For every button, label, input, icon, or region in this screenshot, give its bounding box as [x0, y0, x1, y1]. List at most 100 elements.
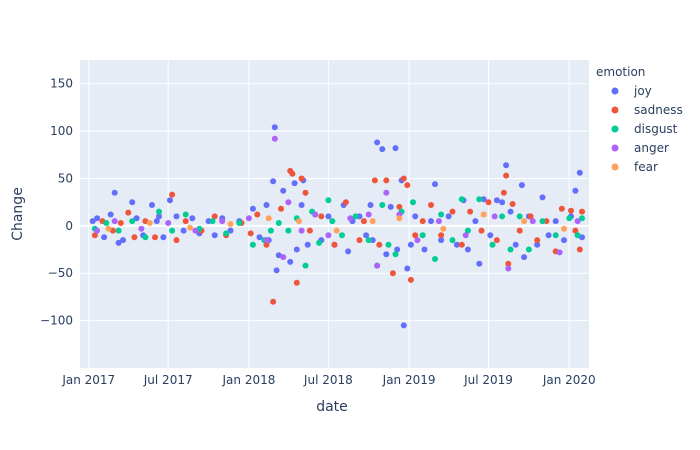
- point-joy: [115, 239, 122, 246]
- point-disgust: [182, 211, 189, 218]
- y-tick-label: −50: [48, 266, 73, 280]
- point-anger: [365, 211, 372, 218]
- point-joy: [499, 199, 506, 206]
- point-anger: [94, 227, 101, 234]
- x-tick-label: Jul 2017: [143, 373, 193, 387]
- y-tick-label: −100: [40, 314, 73, 328]
- point-disgust: [579, 215, 585, 222]
- legend-item-disgust[interactable]: disgust: [611, 122, 678, 136]
- point-anger: [556, 249, 563, 256]
- point-sadness: [247, 230, 254, 237]
- point-joy: [227, 227, 234, 234]
- series-fear: [105, 211, 567, 234]
- point-joy: [379, 146, 386, 153]
- point-disgust: [142, 234, 149, 241]
- point-anger: [271, 135, 278, 142]
- point-sadness: [356, 237, 363, 244]
- point-disgust: [329, 218, 336, 225]
- point-joy: [412, 213, 419, 220]
- point-sadness: [182, 218, 189, 225]
- point-joy: [153, 218, 160, 225]
- point-disgust: [525, 246, 532, 253]
- legend-item-joy[interactable]: joy: [611, 84, 652, 98]
- point-disgust: [302, 262, 309, 269]
- point-joy: [445, 213, 452, 220]
- point-sadness: [568, 207, 574, 214]
- y-gridlines: [80, 83, 589, 322]
- legend-marker-anger: [611, 144, 619, 152]
- x-tick-label: Jul 2018: [303, 373, 353, 387]
- point-sadness: [289, 170, 296, 177]
- point-joy: [211, 232, 218, 239]
- point-joy: [521, 254, 528, 261]
- point-sadness: [419, 218, 426, 225]
- point-sadness: [306, 227, 313, 234]
- point-fear: [333, 227, 340, 234]
- point-joy: [453, 241, 460, 248]
- point-sadness: [298, 175, 305, 182]
- point-anger: [414, 237, 421, 244]
- legend-item-anger[interactable]: anger: [611, 141, 669, 155]
- x-tick-labels: Jan 2017 Jul 2017 Jan 2018 Jul 2018 Jan 2019…: [61, 373, 595, 387]
- point-fear: [480, 211, 487, 218]
- x-axis-title: date: [316, 399, 348, 415]
- point-fear: [105, 225, 112, 232]
- point-joy: [428, 218, 434, 225]
- point-disgust: [392, 251, 399, 258]
- x-tick-label: Jan 2019: [382, 373, 436, 387]
- point-sadness: [302, 189, 309, 196]
- point-joy: [476, 260, 483, 267]
- point-sadness: [293, 279, 300, 286]
- point-anger: [298, 227, 305, 234]
- point-joy: [438, 237, 445, 244]
- point-disgust: [458, 196, 465, 203]
- point-joy: [89, 218, 96, 225]
- point-joy: [487, 232, 494, 239]
- point-sadness: [383, 177, 390, 184]
- point-sadness: [478, 227, 485, 234]
- point-joy: [421, 246, 428, 253]
- point-joy: [120, 237, 126, 244]
- point-joy: [325, 213, 332, 220]
- point-disgust: [379, 202, 386, 208]
- x-tick-label: Jan 2020: [542, 373, 596, 387]
- point-disgust: [432, 256, 438, 262]
- point-sadness: [396, 203, 403, 210]
- point-sadness: [503, 172, 510, 179]
- point-anger: [491, 213, 498, 220]
- point-sadness: [458, 241, 465, 248]
- legend-item-fear[interactable]: fear: [611, 160, 658, 174]
- point-anger: [245, 215, 252, 222]
- point-anger: [263, 237, 270, 244]
- point-fear: [396, 215, 403, 222]
- legend-marker-disgust: [611, 125, 619, 133]
- point-anger: [312, 211, 319, 218]
- point-joy: [367, 202, 374, 208]
- legend-label-disgust: disgust: [634, 122, 678, 136]
- point-disgust: [129, 218, 136, 225]
- legend-marker-joy: [611, 87, 619, 95]
- point-sadness: [318, 213, 325, 220]
- point-joy: [173, 213, 180, 220]
- legend-item-sadness[interactable]: sadness: [611, 103, 683, 117]
- point-joy: [280, 187, 287, 194]
- point-joy: [561, 237, 567, 244]
- point-sadness: [270, 298, 277, 305]
- point-disgust: [103, 220, 110, 226]
- legend-label-joy: joy: [633, 84, 652, 98]
- point-sadness: [278, 205, 284, 212]
- point-disgust: [275, 220, 282, 226]
- point-sadness: [125, 209, 132, 216]
- point-sadness: [376, 241, 383, 248]
- point-anger: [435, 218, 442, 225]
- point-disgust: [507, 246, 514, 253]
- point-joy: [345, 248, 352, 255]
- point-joy: [552, 218, 559, 225]
- point-sadness: [412, 232, 419, 239]
- point-sadness: [400, 175, 407, 182]
- point-joy: [111, 189, 118, 196]
- point-anger: [529, 218, 536, 225]
- point-joy: [407, 241, 414, 248]
- point-joy: [394, 246, 401, 253]
- point-sadness: [254, 211, 261, 218]
